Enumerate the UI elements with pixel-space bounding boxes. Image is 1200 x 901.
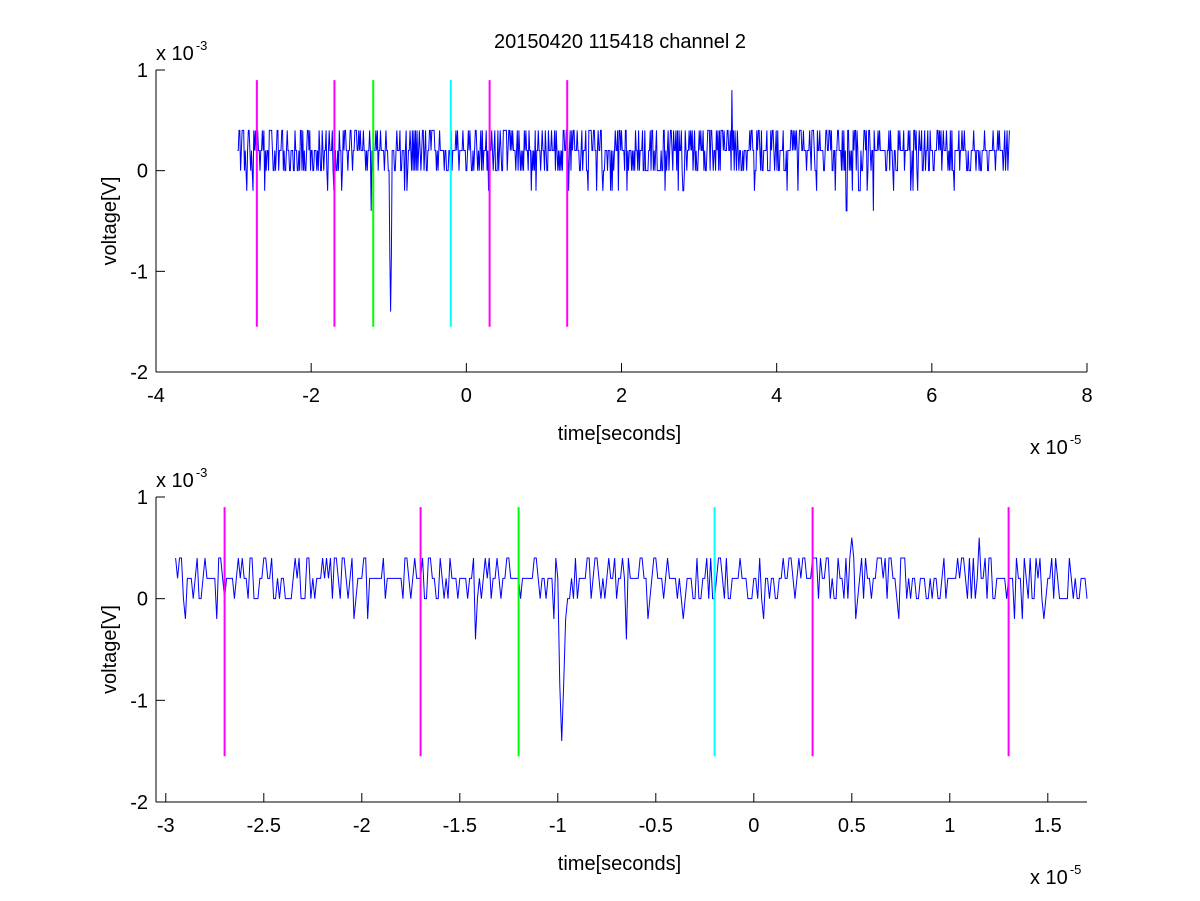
y-tick-label: 1 [137, 487, 148, 509]
x-exponent-label: x 10 -5 [1030, 862, 1081, 889]
signal-trace [175, 537, 1088, 742]
y-tick-label: 0 [137, 161, 148, 183]
y-tick-label: -2 [130, 362, 148, 384]
x-tick-label: -1 [549, 815, 567, 837]
x-exponent-label: x 10 -5 [1030, 432, 1081, 459]
x-tick-label: 0 [461, 385, 472, 407]
y-axis-label: voltage[V] [99, 605, 121, 694]
x-tick-label: -0.5 [639, 815, 673, 837]
x-tick-label: 2 [616, 385, 627, 407]
x-tick-label: 4 [771, 385, 782, 407]
y-tick-label: 1 [137, 60, 148, 82]
x-tick-label: -2 [353, 815, 371, 837]
x-tick-label: 0 [748, 815, 759, 837]
y-tick-label: 0 [137, 589, 148, 611]
x-tick-label: 8 [1081, 385, 1092, 407]
y-tick-label: -1 [130, 690, 148, 712]
x-tick-label: 1.5 [1034, 815, 1062, 837]
signal-trace [237, 90, 1010, 312]
x-tick-label: -1.5 [443, 815, 477, 837]
x-tick-label: 0.5 [838, 815, 866, 837]
top-axes: -4 -2 0 2 4 6 8-2-101time[seconds]voltage[V]x … [99, 38, 1093, 459]
x-tick-label: -3 [157, 815, 175, 837]
x-tick-label: -2.5 [247, 815, 281, 837]
y-tick-label: -2 [130, 792, 148, 814]
x-tick-label: 6 [926, 385, 937, 407]
x-tick-label: -4 [147, 385, 165, 407]
y-exponent-label: x 10 -3 [156, 38, 207, 65]
chart-title: 20150420 115418 channel 2 [494, 31, 746, 53]
y-exponent-label: x 10 -3 [156, 465, 207, 492]
x-axis-label: time[seconds] [558, 853, 681, 875]
y-axis-label: voltage[V] [99, 177, 121, 266]
y-tick-label: -1 [130, 261, 148, 283]
x-axis-label: time[seconds] [558, 423, 681, 445]
x-tick-label: 1 [944, 815, 955, 837]
x-tick-label: -2 [302, 385, 320, 407]
bottom-axes: -3 -2.5 -2 -1.5 -1 -0.5 0 0.5 1 1.5 -2 -1 0 1 time[sec… [99, 465, 1088, 889]
